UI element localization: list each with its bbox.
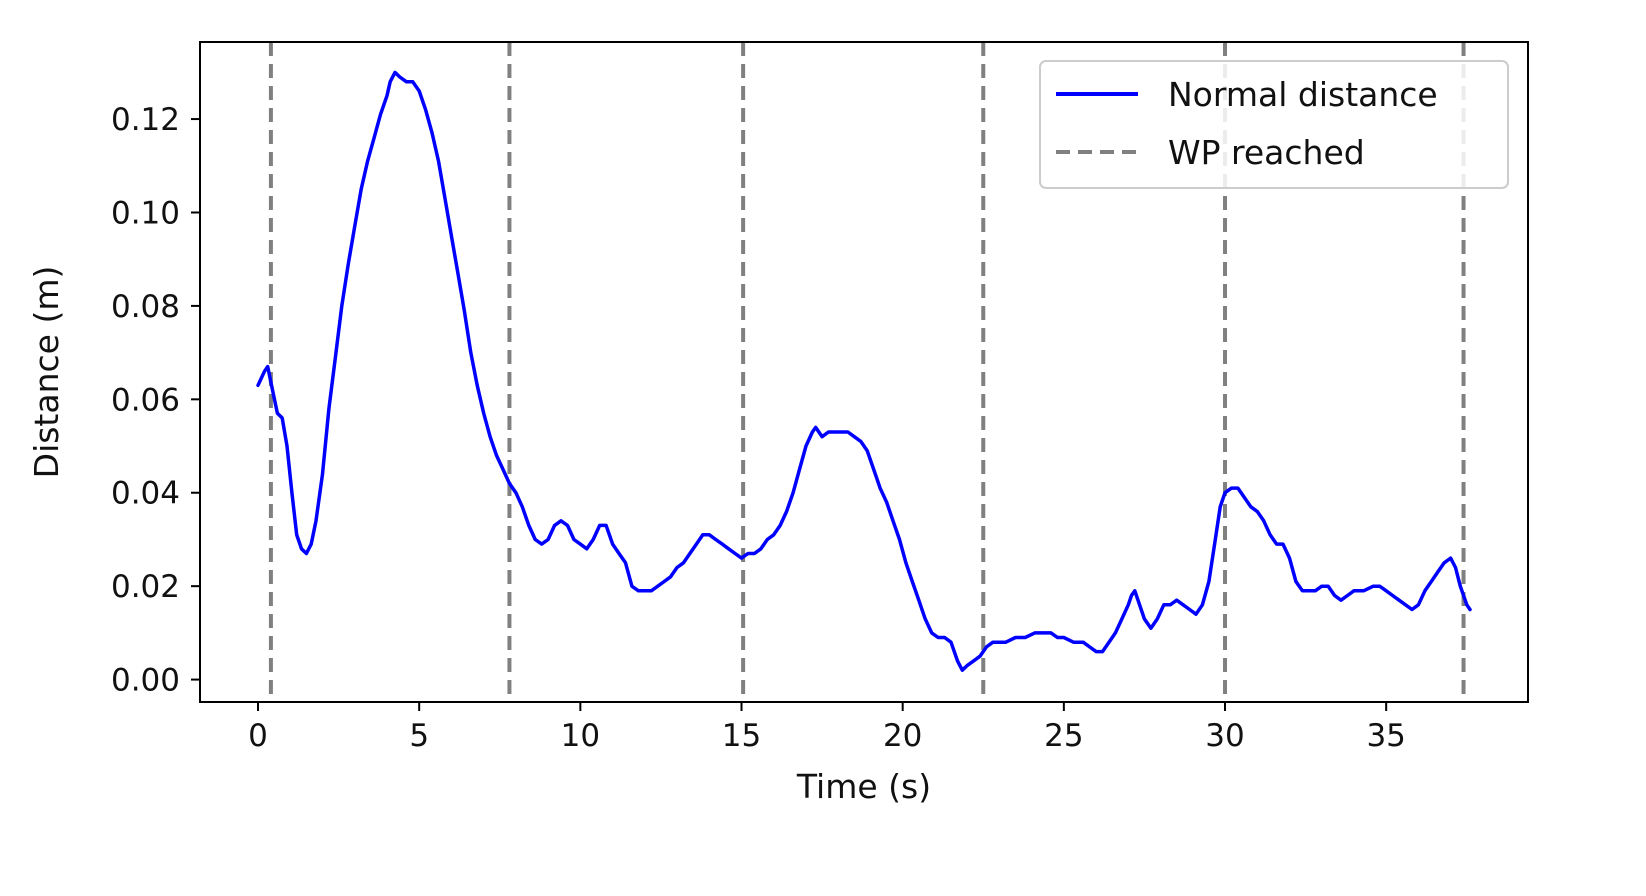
x-tick-label: 15 <box>722 718 761 754</box>
x-tick-label: 35 <box>1366 718 1405 754</box>
legend-box <box>1039 60 1509 189</box>
x-tick-label: 10 <box>561 718 600 754</box>
y-tick-label: 0.06 <box>111 382 180 418</box>
y-tick-label: 0.00 <box>111 663 180 699</box>
x-tick-label: 0 <box>248 718 268 754</box>
x-tick-label: 30 <box>1205 718 1244 754</box>
y-tick-label: 0.08 <box>111 289 180 325</box>
normal-distance-line <box>256 70 1472 672</box>
x-axis-label: Time (s) <box>796 767 931 806</box>
series-layer <box>256 70 1472 672</box>
y-tick-label: 0.02 <box>111 569 180 605</box>
axis-ticks: 0 5 10 15 20 25 30 35 0.00 0.02 0.04 0.06 0.08 0.10 0.… <box>111 102 1406 754</box>
legend-label-wp-reached: WP reached <box>1168 133 1365 172</box>
legend-label-normal-distance: Normal distance <box>1168 75 1438 114</box>
legend: Normal distance WP reached <box>1039 60 1509 189</box>
x-tick-label: 20 <box>883 718 922 754</box>
y-tick-label: 0.04 <box>111 476 180 512</box>
x-tick-label: 5 <box>409 718 429 754</box>
y-axis-label: Distance (m) <box>27 266 66 479</box>
x-tick-label: 25 <box>1044 718 1083 754</box>
plot-area-frame <box>199 41 1529 703</box>
y-tick-label: 0.10 <box>111 195 180 231</box>
y-tick-label: 0.12 <box>111 102 180 138</box>
